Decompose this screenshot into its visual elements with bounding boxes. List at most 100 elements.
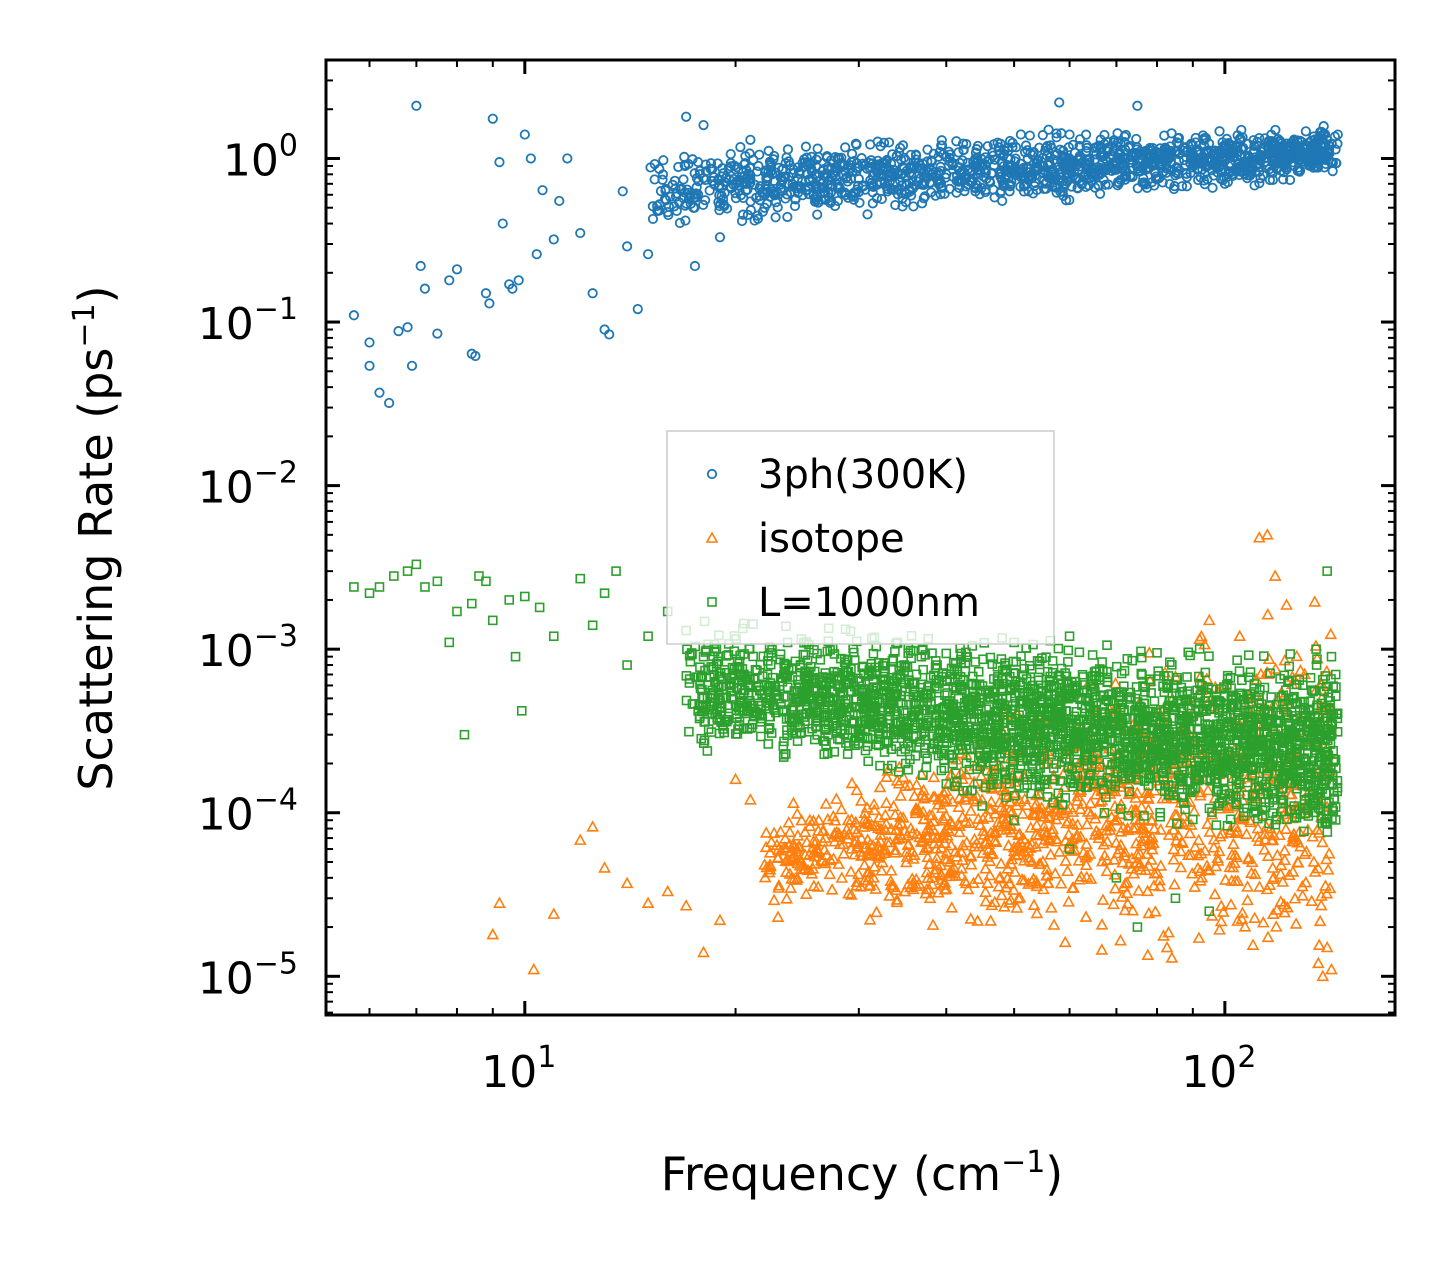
data-point (681, 111, 692, 122)
data-point (1045, 166, 1056, 177)
data-point (901, 828, 914, 841)
data-point (1214, 899, 1228, 911)
data-point (774, 825, 787, 837)
data-point (1084, 807, 1098, 820)
data-point (1046, 171, 1058, 182)
data-point (1229, 820, 1243, 833)
data-point (972, 169, 983, 180)
data-point (1108, 814, 1122, 826)
data-point (740, 158, 751, 169)
data-point (1110, 813, 1124, 825)
data-point (1154, 859, 1168, 871)
data-point (1017, 873, 1031, 886)
data-point (411, 100, 422, 111)
data-point (768, 186, 779, 197)
data-point (1063, 801, 1077, 813)
data-point (1278, 905, 1291, 918)
data-point (1117, 880, 1131, 892)
data-point (661, 884, 675, 897)
data-point (1310, 161, 1321, 172)
data-point (920, 865, 934, 878)
data-point (1100, 834, 1114, 847)
data-point (850, 783, 864, 796)
data-point (867, 198, 878, 209)
data-point (1054, 877, 1068, 889)
data-point (880, 796, 893, 808)
data-point (694, 169, 706, 180)
data-point (1071, 173, 1083, 184)
data-point (919, 191, 931, 202)
data-point (1225, 167, 1236, 178)
data-point (986, 847, 999, 859)
data-point (1068, 160, 1079, 172)
data-point (1147, 879, 1161, 891)
data-point (653, 205, 664, 217)
data-point (816, 835, 830, 847)
data-point (655, 186, 667, 197)
data-point (909, 801, 923, 814)
data-point (1042, 834, 1056, 846)
data-point (1283, 787, 1297, 800)
data-point (1193, 789, 1207, 801)
data-point (1309, 134, 1320, 145)
data-point (884, 864, 898, 876)
data-point (955, 862, 968, 874)
data-point (575, 227, 586, 239)
data-point (842, 176, 853, 187)
data-point (1246, 938, 1260, 950)
data-point (707, 175, 718, 187)
data-point (702, 746, 713, 756)
data-point (1191, 861, 1205, 874)
data-point (807, 173, 818, 184)
data-point (1207, 841, 1221, 853)
data-point (952, 800, 966, 812)
data-point (1240, 827, 1253, 840)
data-point (1103, 823, 1117, 835)
data-point (998, 179, 1009, 191)
data-point (785, 187, 797, 198)
data-point (1103, 820, 1117, 832)
data-point (622, 241, 633, 252)
data-point (1118, 845, 1132, 857)
data-point (1095, 943, 1109, 955)
data-point (876, 193, 887, 205)
data-point (484, 298, 495, 309)
data-point (700, 159, 711, 170)
data-point (1262, 652, 1276, 665)
data-point (903, 648, 913, 658)
data-point (1145, 814, 1159, 826)
data-point (679, 151, 690, 162)
data-point (1286, 834, 1299, 847)
data-point (1079, 851, 1093, 863)
data-point (934, 146, 945, 157)
data-point (548, 234, 559, 245)
data-point (1167, 853, 1181, 865)
data-point (803, 189, 815, 200)
data-point (1188, 880, 1202, 892)
data-point (1207, 182, 1218, 193)
data-point (660, 183, 672, 195)
data-point (1094, 169, 1105, 181)
data-point (862, 209, 873, 220)
data-point (1224, 774, 1238, 787)
data-point (927, 770, 941, 783)
data-point (928, 167, 939, 178)
data-point (1066, 163, 1077, 174)
data-point (1261, 930, 1275, 943)
data-point (944, 149, 956, 160)
data-point (834, 153, 845, 164)
data-point (819, 797, 833, 809)
data-point (806, 151, 817, 162)
data-point (842, 749, 853, 759)
data-point (871, 164, 882, 175)
data-marks (348, 97, 1343, 982)
data-point (1176, 836, 1189, 849)
data-point (1074, 647, 1085, 658)
data-point (926, 790, 940, 802)
data-point (926, 156, 937, 167)
data-point (1322, 827, 1333, 837)
data-point (657, 174, 668, 185)
data-point (1084, 796, 1097, 809)
data-point (1114, 934, 1127, 946)
data-point (1255, 173, 1266, 184)
